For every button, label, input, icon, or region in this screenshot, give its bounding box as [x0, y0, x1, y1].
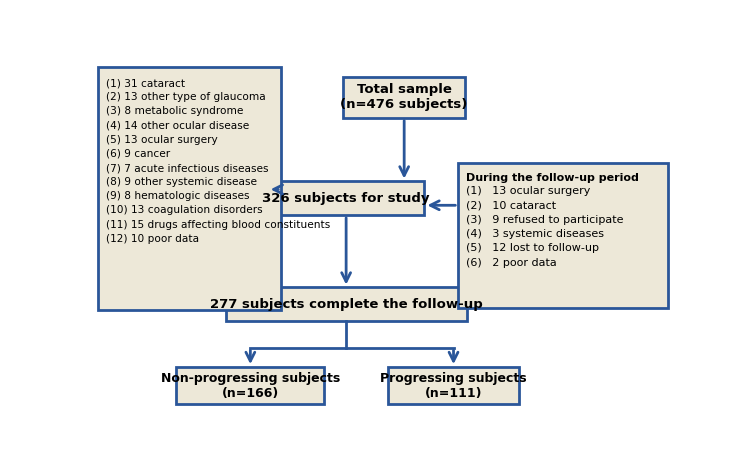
- FancyBboxPatch shape: [268, 181, 425, 215]
- Text: 277 subjects complete the follow-up: 277 subjects complete the follow-up: [210, 298, 482, 311]
- FancyBboxPatch shape: [98, 67, 281, 309]
- FancyBboxPatch shape: [176, 367, 324, 404]
- FancyBboxPatch shape: [225, 287, 467, 321]
- FancyBboxPatch shape: [458, 163, 668, 308]
- Text: Progressing subjects
(n=111): Progressing subjects (n=111): [380, 371, 527, 399]
- Text: (1) 31 cataract
(2) 13 other type of glaucoma
(3) 8 metabolic syndrome
(4) 14 ot: (1) 31 cataract (2) 13 other type of gla…: [106, 78, 330, 244]
- FancyBboxPatch shape: [343, 77, 465, 118]
- Text: (1)   13 ocular surgery
(2)   10 cataract
(3)   9 refused to participate
(4)   3: (1) 13 ocular surgery (2) 10 cataract (3…: [467, 186, 624, 268]
- Text: 326 subjects for study: 326 subjects for study: [262, 192, 430, 205]
- Text: During the follow-up period: During the follow-up period: [467, 173, 639, 183]
- Text: Total sample
(n=476 subjects): Total sample (n=476 subjects): [341, 84, 468, 112]
- Text: Non-progressing subjects
(n=166): Non-progressing subjects (n=166): [161, 371, 340, 399]
- FancyBboxPatch shape: [388, 367, 519, 404]
